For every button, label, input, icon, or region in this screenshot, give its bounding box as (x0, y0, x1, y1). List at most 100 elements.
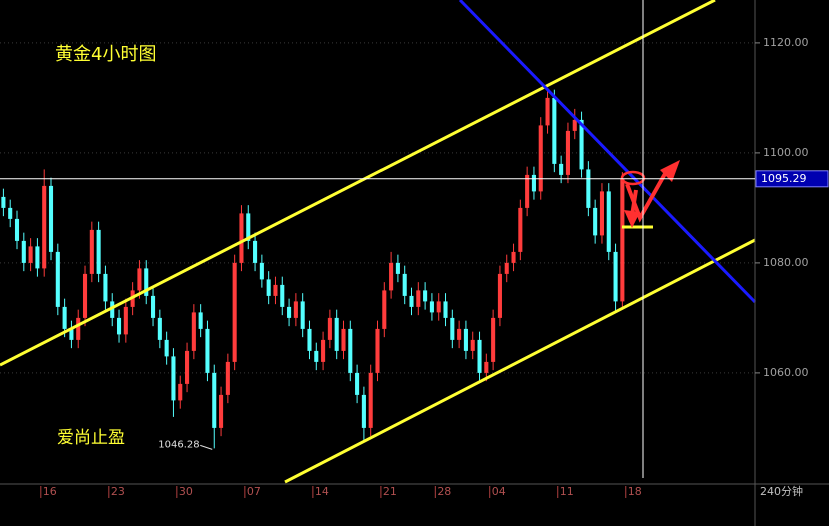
candle-body (1, 196, 6, 208)
candle-body (416, 290, 421, 307)
candle-body (450, 317, 455, 340)
candle-body (232, 262, 237, 362)
period-label: 240分钟 (760, 484, 803, 498)
y-tick-label: 1060.00 (763, 366, 809, 379)
candle-body (28, 246, 33, 263)
trend-line-resistance (458, 0, 757, 304)
candle-body (164, 339, 169, 357)
candle-body (219, 394, 224, 428)
candle-body (491, 317, 496, 362)
candle-body (76, 317, 81, 340)
candle-body (429, 301, 434, 313)
candle-body (334, 317, 339, 351)
candle-body (382, 290, 387, 329)
candle-body (552, 97, 557, 164)
candle-body (348, 328, 353, 373)
candle-body (48, 185, 54, 252)
candle-body (565, 130, 570, 175)
x-tick-label: 30 (179, 485, 193, 498)
candle-body (205, 328, 210, 373)
y-tick-label: 1100.00 (763, 146, 809, 159)
candle-body (253, 240, 258, 263)
trend-line-lower (284, 238, 756, 484)
arrow-head (660, 160, 680, 182)
candle-body (368, 372, 373, 428)
candle-body (606, 191, 611, 252)
candle-body (361, 394, 366, 428)
x-tick-label: 14 (315, 485, 329, 498)
candle-body (171, 356, 176, 401)
candle-body (314, 350, 319, 362)
candle-body (497, 273, 502, 318)
candle-body (69, 328, 74, 340)
low-annotation: 1046.28 (158, 439, 199, 450)
x-tick-label: 11 (560, 485, 574, 498)
candles (1, 89, 625, 449)
chart-subtitle: 爱尚止盈 (57, 428, 125, 448)
candle-body (579, 119, 584, 170)
candle-body (110, 301, 115, 318)
candle-body (266, 279, 271, 296)
candle-body (116, 317, 122, 335)
candle-body (593, 207, 598, 236)
low-pointer (200, 444, 213, 450)
candle-body (470, 339, 475, 351)
last-price-tag (755, 170, 829, 188)
candle-body (89, 229, 94, 274)
candle-body (191, 312, 196, 351)
x-tick-label: 28 (437, 485, 451, 498)
candle-body (443, 301, 448, 318)
candle-body (239, 213, 244, 263)
candle-body (484, 361, 489, 373)
candle-body (457, 328, 462, 340)
candle-body (599, 191, 604, 236)
candle-body (559, 163, 564, 175)
candle-body (402, 273, 407, 296)
trend-line-upper (0, 0, 716, 367)
candle-body (620, 178, 625, 302)
candle-body (511, 251, 516, 263)
candle-body (423, 290, 428, 302)
candle-body (35, 246, 40, 269)
last-price-label: 1095.29 (761, 172, 807, 185)
x-tick-label: 21 (383, 485, 397, 498)
candle-body (55, 251, 60, 307)
candle-body (185, 350, 190, 384)
candle-body (613, 251, 618, 302)
forecast-arrow (625, 171, 668, 223)
candle-body (273, 284, 278, 296)
candle-body (572, 119, 577, 131)
candle-body (321, 339, 326, 362)
candle-body (96, 229, 101, 274)
candle-body (545, 97, 550, 126)
axes: 1060.00 1080.00 1100.00 1120.00 16 23 30 07 14 21… (0, 36, 829, 498)
candle-body (14, 218, 20, 241)
candle-body (504, 262, 509, 274)
candle-body (21, 240, 26, 263)
candle-body (531, 174, 536, 192)
candle-body (157, 317, 162, 340)
x-tick-label: 07 (247, 485, 261, 498)
candle-body (151, 295, 156, 318)
candle-body (395, 262, 400, 274)
candle-body (389, 262, 394, 291)
candle-body (103, 273, 108, 302)
x-tick-label: 23 (111, 485, 125, 498)
candle-body (144, 268, 149, 296)
candle-body (225, 361, 230, 395)
x-tick-label: 04 (492, 485, 506, 498)
x-tick-label: 18 (628, 485, 642, 498)
candle-body (280, 284, 285, 307)
candle-body (137, 268, 142, 291)
candle-body (42, 185, 47, 269)
candle-body (327, 317, 332, 340)
candle-body (355, 372, 360, 395)
y-tick-label: 1120.00 (763, 36, 809, 49)
highlight-ellipse (620, 170, 646, 186)
candle-body (538, 125, 543, 192)
candle-body (300, 301, 305, 329)
candle-body (293, 301, 298, 318)
candle-body (341, 328, 346, 351)
candle-body (123, 306, 128, 335)
